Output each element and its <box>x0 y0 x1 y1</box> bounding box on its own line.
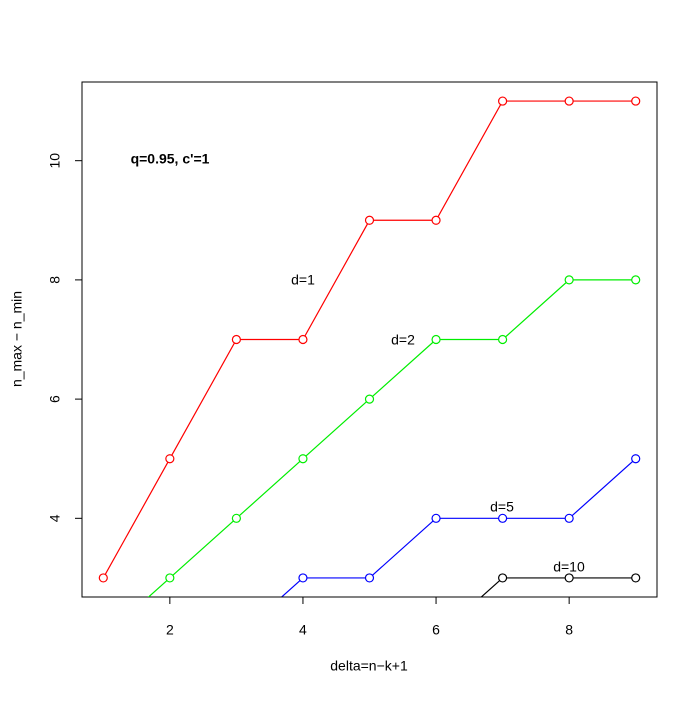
series-label: d=1 <box>291 272 315 288</box>
y-tick-label: 8 <box>47 276 63 284</box>
data-point <box>431 334 441 345</box>
data-point <box>564 573 574 583</box>
annotation: q=0.95, c'=1 <box>131 151 210 167</box>
series-label: d=2 <box>391 332 415 348</box>
data-point <box>298 454 308 464</box>
x-tick-label: 2 <box>166 622 174 638</box>
data-point <box>364 215 375 225</box>
data-point <box>631 454 641 464</box>
data-point <box>431 215 441 225</box>
data-point <box>98 573 108 583</box>
data-point <box>165 573 175 583</box>
data-point <box>231 334 241 345</box>
series-label: d=10 <box>553 559 585 575</box>
data-point <box>498 96 508 106</box>
data-point <box>364 394 375 404</box>
x-tick-label: 4 <box>299 622 307 638</box>
series-line <box>480 577 636 597</box>
data-point <box>431 513 441 523</box>
data-point <box>631 96 641 106</box>
data-point <box>498 513 508 523</box>
data-point <box>564 275 574 285</box>
y-tick-label: 10 <box>47 153 63 169</box>
data-point <box>564 513 574 523</box>
data-point <box>498 334 508 345</box>
y-tick-label: 4 <box>47 514 63 522</box>
data-point <box>631 573 641 583</box>
y-tick-label: 6 <box>47 395 63 403</box>
series-label: d=5 <box>490 499 514 515</box>
data-point <box>498 573 508 583</box>
x-tick-label: 6 <box>432 622 440 638</box>
plot-area <box>98 96 641 597</box>
y-axis-label: n_max − n_min <box>9 291 25 387</box>
data-point <box>231 513 241 523</box>
data-point <box>364 573 375 583</box>
data-point <box>564 96 574 106</box>
data-point <box>631 275 641 285</box>
data-point <box>165 454 175 464</box>
x-axis-label: delta=n−k+1 <box>330 658 408 674</box>
x-tick-label: 8 <box>565 622 573 638</box>
data-point <box>298 573 308 583</box>
data-point <box>298 334 308 345</box>
